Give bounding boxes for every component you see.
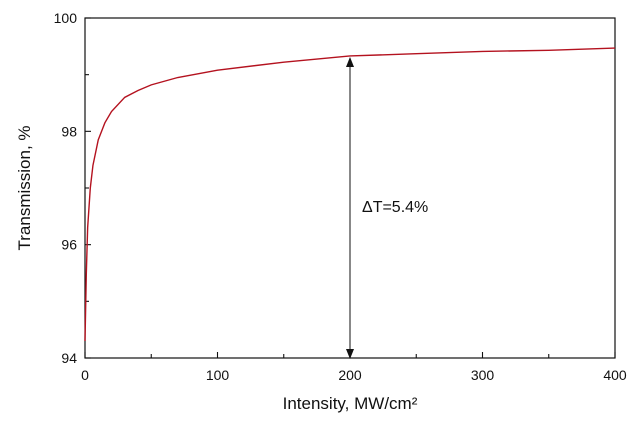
x-tick-label: 400 bbox=[603, 367, 627, 383]
y-tick-label: 94 bbox=[61, 350, 77, 366]
y-tick-label: 100 bbox=[54, 10, 78, 26]
x-tick-label: 200 bbox=[338, 367, 362, 383]
x-tick-label: 0 bbox=[81, 367, 89, 383]
y-tick-label: 96 bbox=[61, 237, 77, 253]
x-tick-label: 100 bbox=[206, 367, 230, 383]
x-tick-label: 300 bbox=[471, 367, 495, 383]
annotation: ΔT=5.4% bbox=[362, 199, 428, 216]
data-line bbox=[84, 47, 616, 342]
y-axis-label: Transmission, % bbox=[15, 125, 34, 250]
x-axis-label: Intensity, MW/cm² bbox=[283, 394, 418, 413]
y-tick-label: 98 bbox=[61, 123, 77, 139]
